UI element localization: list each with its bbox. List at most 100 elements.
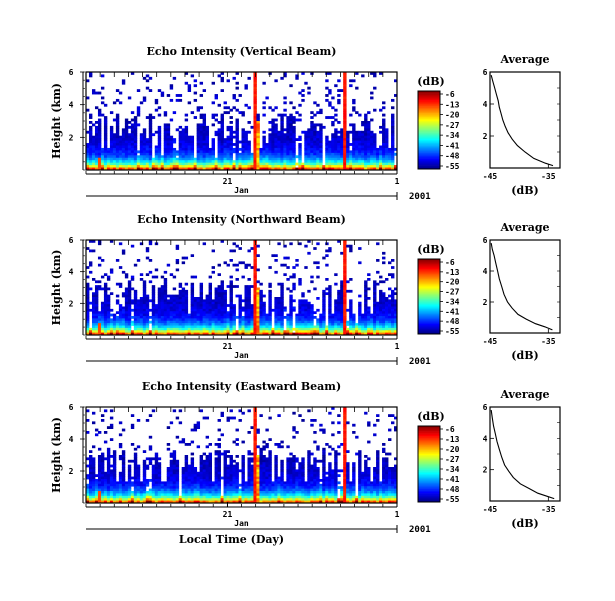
heatmap-cell <box>103 301 108 305</box>
heatmap-cell <box>223 147 227 151</box>
heatmap-cell <box>298 160 302 164</box>
heatmap-cell <box>250 155 254 159</box>
heatmap-cell <box>130 498 135 501</box>
heatmap-cell <box>115 259 120 262</box>
heatmap-cell <box>148 145 153 149</box>
heatmap-cell <box>160 493 165 497</box>
heatmap-cell <box>190 152 195 156</box>
heatmap-cell <box>211 308 215 312</box>
heatmap-cell <box>175 316 180 319</box>
heatmap-cell <box>115 491 120 494</box>
heatmap-cell <box>124 275 129 279</box>
heatmap-cell <box>247 308 251 312</box>
heatmap-cell <box>199 162 204 166</box>
heatmap-cell <box>172 313 177 317</box>
heatmap-cell <box>199 287 204 291</box>
heatmap-cell <box>367 128 371 132</box>
heatmap-cell <box>190 318 195 322</box>
heatmap-cell <box>199 282 204 286</box>
heatmap-cell <box>169 467 174 470</box>
heatmap-cell <box>283 155 287 159</box>
heatmap-cell <box>130 301 135 305</box>
heatmap-cell <box>187 443 192 446</box>
heatmap-cell <box>100 464 105 468</box>
heatmap-cell <box>259 292 263 296</box>
heatmap-cell <box>187 332 192 336</box>
colorbar-swatch <box>418 270 440 272</box>
heatmap-cell <box>280 289 284 293</box>
heatmap-cell <box>388 325 392 329</box>
heatmap-cell <box>94 327 99 331</box>
heatmap-cell <box>256 299 260 303</box>
heatmap-cell <box>187 147 192 151</box>
heatmap-cell <box>190 462 195 465</box>
heatmap-cell <box>274 320 278 324</box>
heatmap-cell <box>100 498 105 501</box>
heatmap-cell <box>361 152 365 156</box>
heatmap-cell <box>157 289 162 293</box>
heatmap-cell <box>331 323 335 326</box>
heatmap-cell <box>148 462 153 465</box>
colorbar-swatch <box>418 98 440 101</box>
heatmap-cell <box>217 143 221 146</box>
heatmap-cell <box>349 113 353 117</box>
heatmap-cell <box>307 320 311 324</box>
heatmap-cell <box>103 282 108 286</box>
heatmap-cell <box>370 165 374 168</box>
heatmap-cell <box>106 165 111 168</box>
heatmap-cell <box>352 162 356 166</box>
heatmap-cell <box>112 457 117 461</box>
heatmap-cell <box>142 138 147 141</box>
heatmap-cell <box>214 311 218 315</box>
heatmap-cell <box>139 138 144 141</box>
heatmap-cell <box>238 111 242 115</box>
heatmap-cell <box>238 165 242 168</box>
heatmap-cell <box>232 150 236 154</box>
heatmap-cell <box>145 155 150 159</box>
heatmap-cell <box>217 121 221 124</box>
heatmap-cell <box>136 471 141 475</box>
heatmap-cell <box>124 289 129 293</box>
heatmap-cell <box>361 160 365 164</box>
heatmap-cell <box>337 323 341 326</box>
heatmap-cell <box>94 294 99 298</box>
heatmap-cell <box>304 327 308 331</box>
heatmap-cell <box>346 167 350 171</box>
heatmap-cell <box>319 318 323 322</box>
heatmap-cell <box>289 116 293 119</box>
heatmap-cell <box>175 150 180 154</box>
heatmap-cell <box>169 150 174 154</box>
heatmap-cell <box>301 98 305 102</box>
heatmap-cell <box>289 242 293 246</box>
heatmap-cell <box>97 471 102 475</box>
heatmap-cell <box>370 313 374 317</box>
heatmap-cell <box>91 299 96 303</box>
heatmap-cell <box>88 308 93 312</box>
heatmap-cell <box>151 491 156 494</box>
heatmap-cell <box>208 282 212 286</box>
heatmap-cell <box>238 316 242 319</box>
heatmap-cell <box>196 330 201 334</box>
heatmap-cell <box>142 98 147 102</box>
heatmap-cell <box>88 476 93 480</box>
heatmap-cell <box>157 471 162 475</box>
heatmap-cell <box>109 138 114 141</box>
heatmap-cell <box>295 330 299 334</box>
heatmap-cell <box>334 167 338 171</box>
heatmap-cell <box>148 308 153 312</box>
heatmap-cell <box>313 261 317 265</box>
heatmap-cell <box>391 162 395 166</box>
heatmap-cell <box>346 150 350 154</box>
heatmap-cell <box>121 292 126 296</box>
heatmap-cell <box>352 106 356 110</box>
heatmap-cell <box>358 325 362 329</box>
heatmap-cell <box>106 481 111 485</box>
heatmap-cell <box>97 287 102 291</box>
heatmap-cell <box>178 157 183 161</box>
heatmap-cell <box>151 320 156 324</box>
heatmap-cell <box>106 486 111 489</box>
heatmap-cell <box>271 145 275 149</box>
heatmap-cell <box>118 167 123 171</box>
heatmap-cell <box>217 443 221 446</box>
heatmap-cell <box>175 160 180 164</box>
